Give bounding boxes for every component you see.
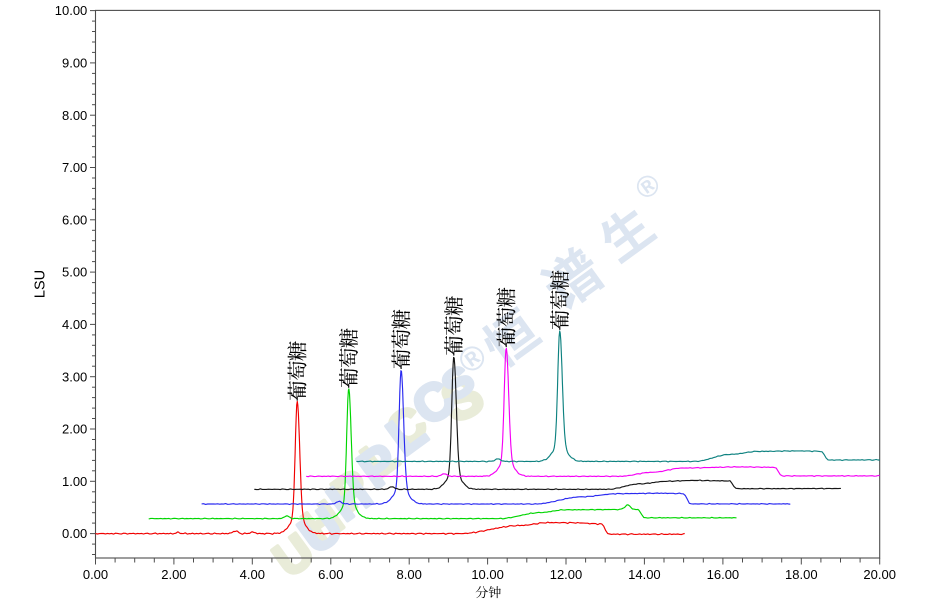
svg-text:LSU: LSU [32, 270, 48, 298]
svg-text:8.00: 8.00 [397, 567, 422, 582]
svg-text:14.00: 14.00 [628, 567, 661, 582]
svg-text:6.00: 6.00 [318, 567, 343, 582]
svg-text:8.00: 8.00 [62, 108, 87, 123]
svg-text:4.00: 4.00 [240, 567, 265, 582]
svg-text:18.00: 18.00 [785, 567, 818, 582]
svg-text:2.00: 2.00 [161, 567, 186, 582]
svg-text:10.00: 10.00 [471, 567, 504, 582]
svg-text:9.00: 9.00 [62, 56, 87, 71]
svg-text:16.00: 16.00 [707, 567, 740, 582]
svg-text:4.00: 4.00 [62, 317, 87, 332]
svg-text:3.00: 3.00 [62, 369, 87, 384]
svg-text:12.00: 12.00 [550, 567, 583, 582]
svg-text:2.00: 2.00 [62, 422, 87, 437]
svg-text:10.00: 10.00 [55, 3, 88, 18]
svg-text:6.00: 6.00 [62, 212, 87, 227]
svg-text:7.00: 7.00 [62, 160, 87, 175]
svg-text:1.00: 1.00 [62, 474, 87, 489]
svg-text:5.00: 5.00 [62, 265, 87, 280]
svg-text:0.00: 0.00 [83, 567, 108, 582]
svg-text:0.00: 0.00 [62, 526, 87, 541]
svg-text:20.00: 20.00 [863, 567, 896, 582]
